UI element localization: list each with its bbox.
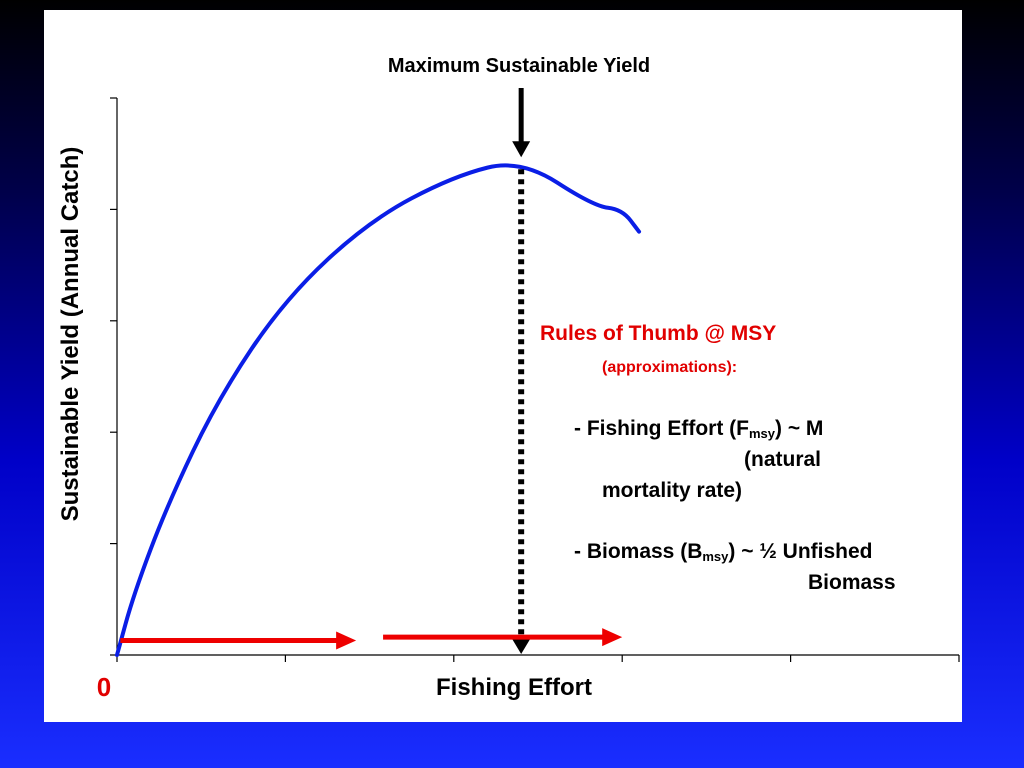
effort-note-2: mortality rate): [602, 479, 743, 502]
chart-title: Maximum Sustainable Yield: [388, 55, 650, 77]
rules-subtitle: (approximations):: [602, 359, 738, 376]
msy-chart: Maximum Sustainable Yield Fishing Effort…: [57, 55, 960, 702]
msy-arrow-head: [512, 141, 531, 158]
effort-suffix: ) ~ M: [775, 417, 824, 440]
origin-label: 0: [97, 672, 111, 702]
biomass-note: Biomass: [808, 571, 896, 594]
biomass-rule: - Biomass (Bmsy) ~ ½ Unfished: [574, 540, 873, 564]
x-axis-label: Fishing Effort: [436, 674, 592, 701]
biomass-suffix: ) ~ ½ Unfished: [728, 540, 873, 563]
rules-title: Rules of Thumb @ MSY: [540, 322, 777, 345]
msy-axis-arrow-head: [512, 639, 531, 654]
chart-marks: [115, 88, 642, 657]
effort-arrow-head: [602, 628, 623, 647]
effort-note-1: (natural: [744, 448, 822, 471]
chart-axes: [110, 97, 960, 662]
slide-panel: Maximum Sustainable Yield Fishing Effort…: [44, 10, 962, 722]
biomass-prefix: - Biomass (B: [574, 540, 703, 563]
effort-prefix: - Fishing Effort (F: [574, 417, 749, 440]
effort-arrow-head: [336, 631, 357, 650]
yield-curve: [115, 163, 642, 657]
effort-subscript: msy: [748, 426, 775, 441]
y-axis-label: Sustainable Yield (Annual Catch): [57, 147, 84, 522]
biomass-subscript: msy: [702, 549, 729, 564]
fishing-effort-rule: - Fishing Effort (Fmsy) ~ M: [574, 417, 823, 441]
